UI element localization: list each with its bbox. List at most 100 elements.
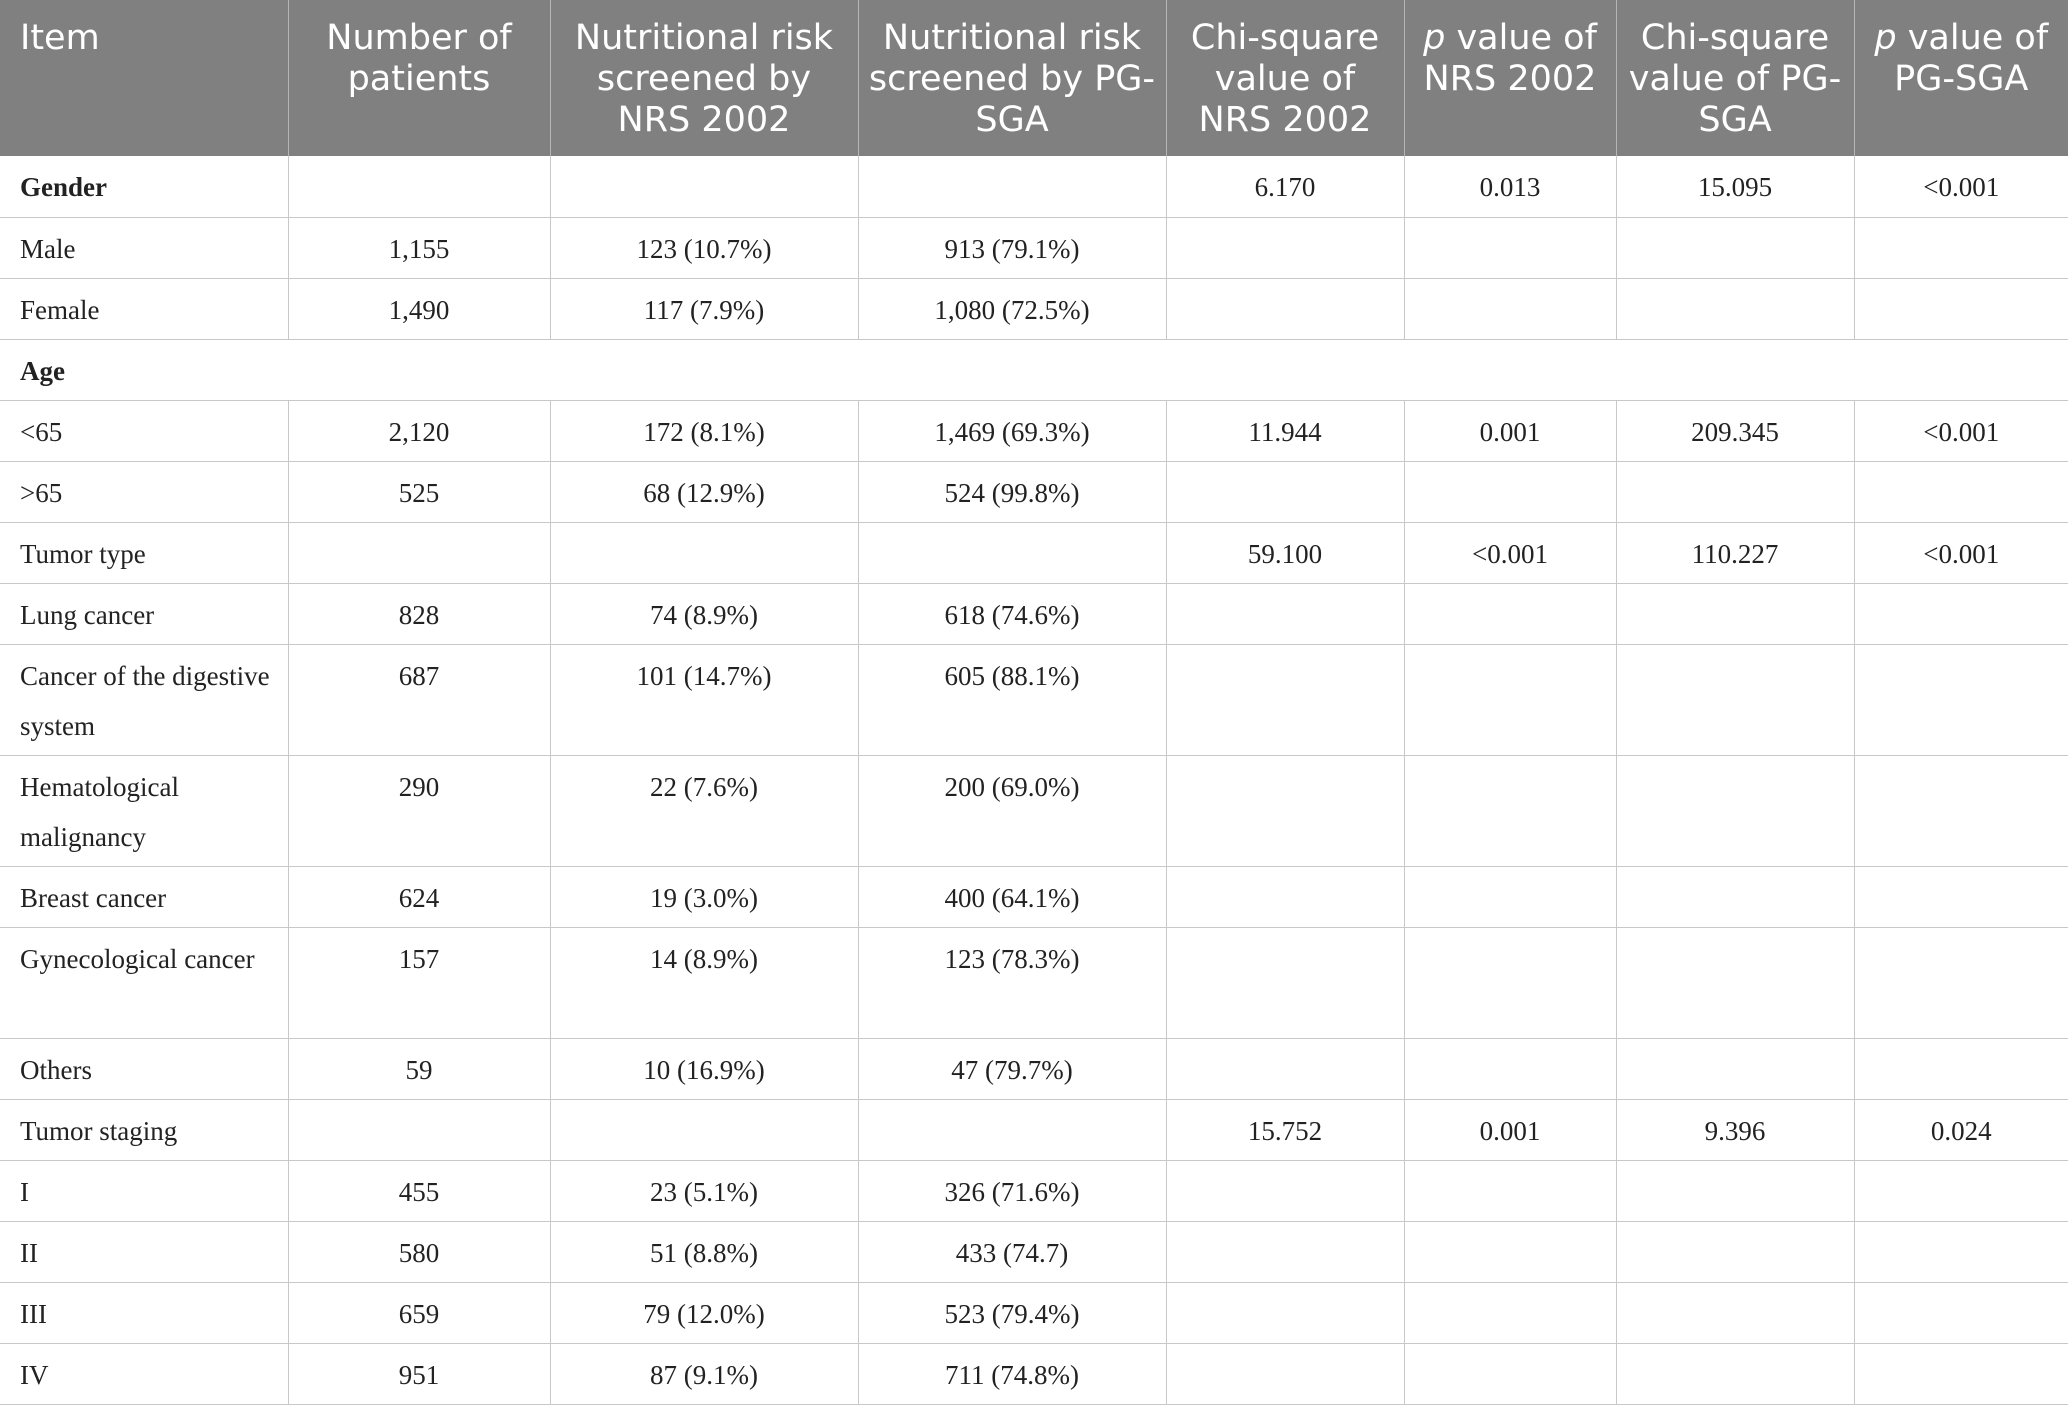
cell-item: III xyxy=(0,1282,288,1344)
cell-item: >65 xyxy=(0,461,288,523)
cell-chi-pgsga: 15.095 xyxy=(1615,156,1854,218)
header-chi-nrs: Chi-square value of NRS 2002 xyxy=(1165,0,1404,156)
cell-p-nrs: 0.001 xyxy=(1403,1099,1616,1161)
table-row: Female 1,490 117 (7.9%) 1,080 (72.5%) xyxy=(0,278,2068,340)
header-p-nrs-italic: p xyxy=(1423,18,1446,58)
cell-chi-nrs xyxy=(1165,644,1404,756)
cell-pgsga: 711 (74.8%) xyxy=(857,1343,1166,1405)
header-nrs-risk: Nutritional risk screened by NRS 2002 xyxy=(549,0,858,156)
cell-nrs: 68 (12.9%) xyxy=(549,461,858,523)
cell-p-nrs xyxy=(1403,1038,1616,1100)
table-row: <65 2,120 172 (8.1%) 1,469 (69.3%) 11.94… xyxy=(0,400,2068,462)
header-item: Item xyxy=(0,0,288,156)
table-row-tumor-type: Tumor type 59.100 <0.001 110.227 <0.001 xyxy=(0,522,2068,584)
cell-pgsga xyxy=(857,156,1166,218)
cell-patients: 455 xyxy=(287,1160,550,1222)
cell-nrs xyxy=(549,156,858,218)
cell-p-pgsga xyxy=(1853,583,2068,645)
cell-chi-pgsga xyxy=(1615,1160,1854,1222)
cell-chi-nrs xyxy=(1165,461,1404,523)
cell-chi-pgsga xyxy=(1615,1343,1854,1405)
cell-p-pgsga xyxy=(1853,644,2068,756)
cell-chi-nrs: 6.170 xyxy=(1165,156,1404,218)
header-p-nrs-text: value of NRS 2002 xyxy=(1423,18,1597,99)
cell-chi-nrs xyxy=(1165,755,1404,867)
cell-p-pgsga xyxy=(1853,1160,2068,1222)
cell-pgsga: 913 (79.1%) xyxy=(857,217,1166,279)
cell-p-nrs xyxy=(1403,1160,1616,1222)
cell-chi-pgsga xyxy=(1615,278,1854,340)
cell-p-nrs xyxy=(1403,278,1616,340)
cell-nrs: 101 (14.7%) xyxy=(549,644,858,756)
cell-chi-pgsga: 9.396 xyxy=(1615,1099,1854,1161)
table-row: Male 1,155 123 (10.7%) 913 (79.1%) xyxy=(0,217,2068,279)
cell-p-pgsga xyxy=(1853,1282,2068,1344)
cell-pgsga xyxy=(857,522,1166,584)
cell-item: Tumor staging xyxy=(0,1099,288,1161)
cell-nrs: 10 (16.9%) xyxy=(549,1038,858,1100)
cell-p-nrs xyxy=(1403,866,1616,928)
cell-item: Female xyxy=(0,278,288,340)
cell-patients: 580 xyxy=(287,1221,550,1283)
cell-patients: 951 xyxy=(287,1343,550,1405)
cell-patients xyxy=(287,1099,550,1161)
cell-nrs: 22 (7.6%) xyxy=(549,755,858,867)
table-row: II 580 51 (8.8%) 433 (74.7) xyxy=(0,1221,2068,1283)
table-row: Lung cancer 828 74 (8.9%) 618 (74.6%) xyxy=(0,583,2068,645)
cell-item: IV xyxy=(0,1343,288,1405)
table-row-tumor-staging: Tumor staging 15.752 0.001 9.396 0.024 xyxy=(0,1099,2068,1161)
cell-chi-pgsga xyxy=(1615,461,1854,523)
cell-patients: 290 xyxy=(287,755,550,867)
cell-chi-nrs xyxy=(1165,866,1404,928)
header-p-pgsga-italic: p xyxy=(1874,18,1897,58)
cell-pgsga: 433 (74.7) xyxy=(857,1221,1166,1283)
cell-pgsga: 400 (64.1%) xyxy=(857,866,1166,928)
cell-pgsga: 123 (78.3%) xyxy=(857,927,1166,1039)
header-p-nrs: p value of NRS 2002 xyxy=(1403,0,1616,156)
cell-nrs: 79 (12.0%) xyxy=(549,1282,858,1344)
header-p-pgsga: p value of PG-SGA xyxy=(1853,0,2068,156)
cell-patients xyxy=(287,156,550,218)
cell-nrs xyxy=(549,1099,858,1161)
cell-p-pgsga xyxy=(1853,927,2068,1039)
table-row: Breast cancer 624 19 (3.0%) 400 (64.1%) xyxy=(0,866,2068,928)
cell-patients: 1,155 xyxy=(287,217,550,279)
cell-p-pgsga: 0.024 xyxy=(1853,1099,2068,1161)
cell-chi-pgsga: 110.227 xyxy=(1615,522,1854,584)
cell-item: Male xyxy=(0,217,288,279)
cell-nrs xyxy=(549,522,858,584)
cell-pgsga: 523 (79.4%) xyxy=(857,1282,1166,1344)
table-row: I 455 23 (5.1%) 326 (71.6%) xyxy=(0,1160,2068,1222)
cell-p-nrs xyxy=(1403,1343,1616,1405)
cell-p-nrs xyxy=(1403,217,1616,279)
cell-p-pgsga xyxy=(1853,1343,2068,1405)
cell-item: <65 xyxy=(0,400,288,462)
cell-patients xyxy=(287,522,550,584)
header-p-pgsga-text: value of PG-SGA xyxy=(1894,18,2049,99)
cell-chi-nrs: 11.944 xyxy=(1165,400,1404,462)
cell-pgsga: 618 (74.6%) xyxy=(857,583,1166,645)
cell-item: Hematological malignancy xyxy=(0,755,288,867)
cell-p-nrs xyxy=(1403,461,1616,523)
cell-nrs: 23 (5.1%) xyxy=(549,1160,858,1222)
cell-item: Breast cancer xyxy=(0,866,288,928)
cell-item: I xyxy=(0,1160,288,1222)
cell-chi-pgsga xyxy=(1615,1038,1854,1100)
header-pgsga-risk: Nutritional risk screened by PG-SGA xyxy=(857,0,1166,156)
cell-chi-pgsga: 209.345 xyxy=(1615,400,1854,462)
cell-chi-nrs xyxy=(1165,1038,1404,1100)
cell-nrs: 172 (8.1%) xyxy=(549,400,858,462)
table-row: >65 525 68 (12.9%) 524 (99.8%) xyxy=(0,461,2068,523)
cell-section-age: Age xyxy=(0,339,2068,401)
table-row: IV 951 87 (9.1%) 711 (74.8%) xyxy=(0,1343,2068,1405)
cell-chi-nrs xyxy=(1165,583,1404,645)
cell-nrs: 51 (8.8%) xyxy=(549,1221,858,1283)
cell-p-pgsga: <0.001 xyxy=(1853,156,2068,218)
cell-chi-pgsga xyxy=(1615,1221,1854,1283)
cell-p-pgsga xyxy=(1853,1038,2068,1100)
cell-p-nrs xyxy=(1403,1282,1616,1344)
table-row-gender: Gender 6.170 0.013 15.095 <0.001 xyxy=(0,156,2068,218)
cell-p-pgsga: <0.001 xyxy=(1853,400,2068,462)
cell-chi-nrs xyxy=(1165,927,1404,1039)
